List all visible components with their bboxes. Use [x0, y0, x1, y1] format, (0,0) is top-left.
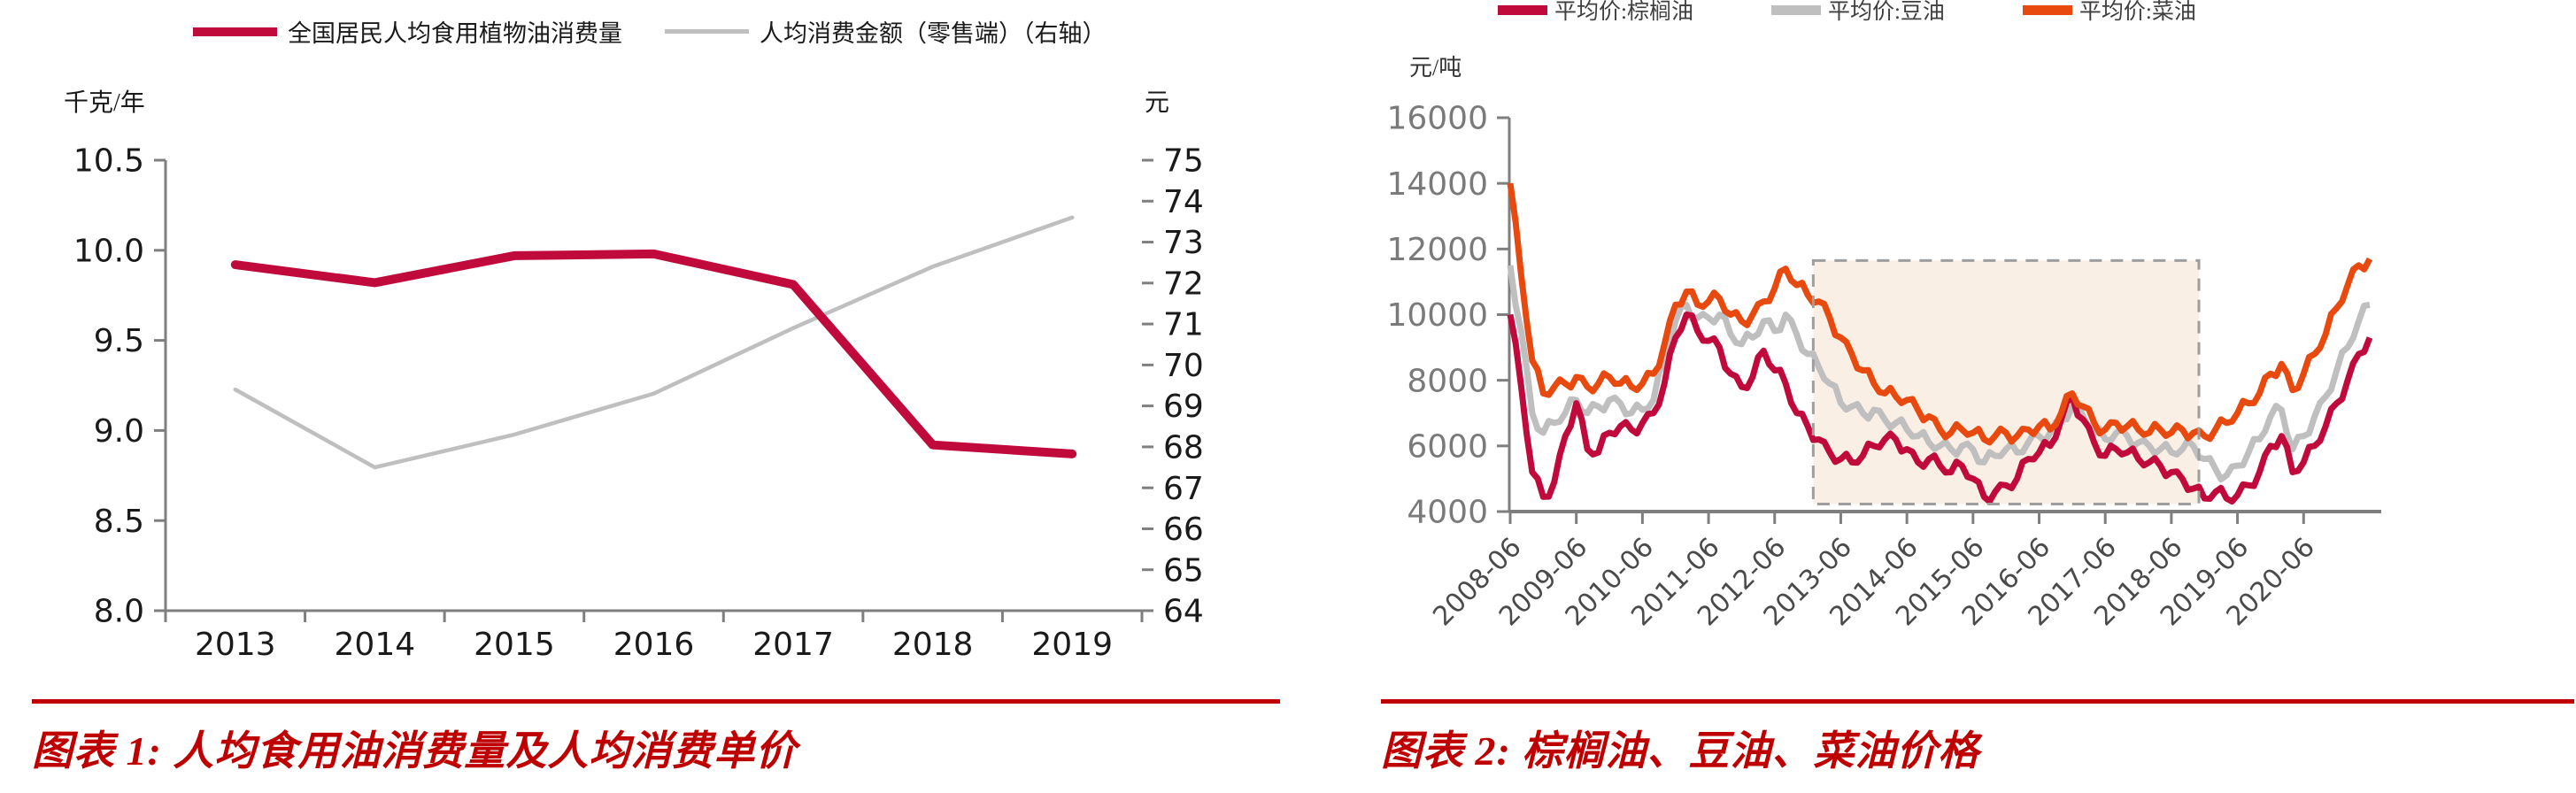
chart1-x-tick-label: 2015	[474, 627, 555, 663]
chart2-y-tick-label: 12000	[1386, 232, 1488, 268]
amount-line-swatch-icon	[665, 29, 749, 34]
chart1-right-tick-label: 74	[1163, 184, 1204, 220]
chart2-caption-rule	[1381, 699, 2574, 704]
chart1-right-tick-label: 67	[1163, 471, 1204, 507]
chart2-y-tick-label: 10000	[1386, 297, 1488, 334]
chart1-caption-rule	[32, 699, 1280, 704]
chart1-legend: 全国居民人均食用植物油消费量 人均消费金额（零售端）（右轴）	[193, 14, 1107, 49]
chart1-legend-item-consumption: 全国居民人均食用植物油消费量	[193, 14, 622, 49]
chart1-legend-item-amount: 人均消费金额（零售端）（右轴）	[665, 14, 1107, 49]
chart1-x-tick-label: 2016	[613, 627, 695, 663]
chart2-series-soy	[1507, 265, 2371, 483]
chart1-caption: 图表 1: 人均食用油消费量及人均消费单价	[32, 728, 798, 774]
chart1-series-amount	[233, 215, 1075, 470]
chart2-caption: 图表 2: 棕榈油、豆油、菜油价格	[1381, 728, 1980, 774]
consumption-line-swatch-icon	[193, 27, 277, 36]
chart2-y-axis-title: 元/吨	[1409, 55, 1462, 81]
chart2-legend-label-rapeseed: 平均价:菜油	[2079, 0, 2196, 24]
highlight-box-border	[1811, 258, 2201, 505]
chart1-right-tick-label: 66	[1163, 512, 1204, 548]
chart1-left-tick-label: 8.5	[94, 504, 144, 540]
chart2-y-tick-label: 16000	[1386, 101, 1488, 137]
chart1-right-axis-title: 元	[1145, 89, 1170, 117]
chart2-y-tick-label: 6000	[1407, 428, 1488, 465]
chart1-x-tick-label: 2019	[1031, 627, 1113, 663]
chart2-y-tick-label: 4000	[1407, 495, 1488, 531]
chart2-legend-label-soy: 平均价:豆油	[1827, 0, 1945, 24]
chart1-right-tick-label: 71	[1163, 307, 1204, 343]
chart2-legend-item-rapeseed: 平均价:菜油	[2022, 0, 2196, 26]
soy-line-swatch-icon	[1770, 4, 1821, 15]
chart1-right-tick-label: 68	[1163, 430, 1204, 466]
chart2-legend-item-palm: 平均价:棕榈油	[1498, 0, 1693, 26]
chart2-legend: 平均价:棕榈油 平均价:豆油 平均价:菜油	[1498, 0, 2196, 26]
chart2-y-tick-label: 8000	[1407, 363, 1488, 399]
rapeseed-line-swatch-icon	[2022, 4, 2072, 15]
chart1-legend-label-consumption: 全国居民人均食用植物油消费量	[288, 20, 622, 47]
chart1-right-tick-label: 72	[1163, 266, 1204, 302]
chart1-left-tick-label: 10.0	[73, 233, 144, 269]
chart1-x-tick-label: 2013	[195, 627, 276, 663]
chart1-right-tick-label: 70	[1163, 348, 1204, 384]
chart1-legend-label-amount: 人均消费金额（零售端）（右轴）	[760, 20, 1107, 47]
chart2-series-palm	[1507, 312, 2373, 505]
chart1-left-axis-title: 千克/年	[64, 89, 145, 117]
chart1-series-consumption	[230, 249, 1077, 458]
chart2-legend-label-palm: 平均价:棕榈油	[1554, 0, 1693, 24]
chart1-right-tick-label: 64	[1163, 594, 1204, 630]
chart1-x-tick-label: 2014	[335, 627, 416, 663]
chart1-left-tick-label: 10.5	[73, 143, 144, 180]
chart1-x-tick-label: 2018	[892, 627, 974, 663]
chart2-series-rapeseed	[1507, 182, 2373, 446]
chart2-y-tick-label: 14000	[1386, 166, 1488, 203]
chart1-left-tick-label: 9.0	[94, 413, 144, 450]
chart1-right-tick-label: 69	[1163, 389, 1204, 425]
chart1-right-tick-label: 75	[1163, 143, 1204, 180]
chart1-left-tick-label: 9.5	[94, 323, 144, 359]
chart2-legend-item-soy: 平均价:豆油	[1770, 0, 1945, 26]
highlight-box-fill	[1813, 260, 2200, 504]
palm-line-swatch-icon	[1498, 4, 1547, 15]
chart1-left-tick-label: 8.0	[94, 594, 144, 630]
chart1-right-tick-label: 65	[1163, 552, 1204, 589]
chart1-x-tick-label: 2017	[752, 627, 834, 663]
chart1-right-tick-label: 73	[1163, 225, 1204, 261]
